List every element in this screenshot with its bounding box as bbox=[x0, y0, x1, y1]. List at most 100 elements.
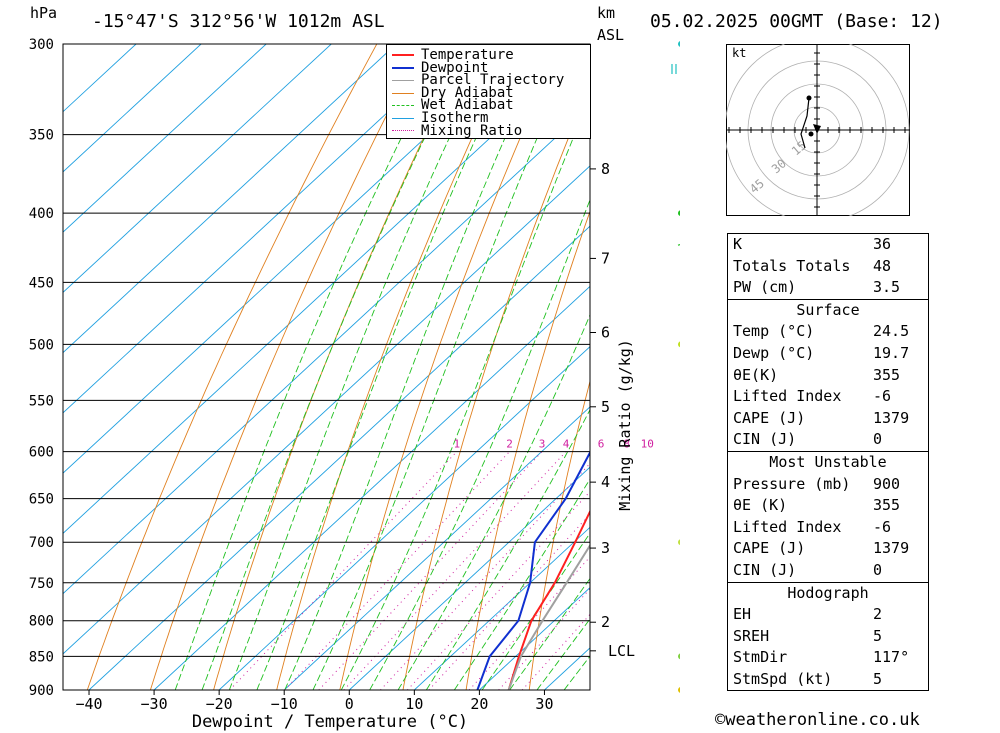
mixing-ratio-labels: 12346810152025 bbox=[453, 438, 680, 451]
legend-label: Parcel Trajectory bbox=[421, 72, 565, 89]
table-row-value: 355 bbox=[873, 365, 901, 384]
table-row-label: Lifted Index bbox=[733, 387, 842, 406]
table-row-value: 117° bbox=[873, 648, 910, 667]
pressure-tick-label: 650 bbox=[29, 492, 54, 508]
legend-item: Isotherm bbox=[387, 111, 590, 125]
table-row-value: 355 bbox=[873, 496, 901, 515]
km-tick-label: 7 bbox=[601, 249, 610, 267]
wet-adiabat-line bbox=[256, 44, 520, 690]
table-row-label: SREH bbox=[733, 626, 770, 645]
km-axis: 8 7 6 5 4 3 2 LCL bbox=[590, 160, 635, 660]
plot-frame bbox=[62, 43, 591, 691]
table-row-value: 0 bbox=[873, 560, 883, 579]
isotherm-line bbox=[63, 44, 397, 354]
wet-adiabat-line bbox=[509, 577, 590, 690]
km-tick-label: 4 bbox=[601, 473, 610, 491]
wet-adiabat-line bbox=[425, 408, 590, 690]
table-row: Pressure (mb) 900 bbox=[728, 474, 928, 496]
hodograph-storm-marker bbox=[813, 124, 821, 134]
table-row-label: Lifted Index bbox=[733, 517, 842, 536]
table-row-label: StmSpd (kt) bbox=[733, 669, 833, 688]
pressure-tick-label: 800 bbox=[29, 614, 54, 630]
mixing-ratio-label: 2 bbox=[506, 438, 513, 451]
hpa-label: hPa bbox=[30, 4, 58, 22]
mixing-ratio-label: 6 bbox=[598, 438, 605, 451]
table-row-value: 19.7 bbox=[873, 343, 910, 362]
hodograph-point bbox=[808, 131, 814, 137]
table-row-value: 900 bbox=[873, 474, 901, 493]
table-row-label: CIN (J) bbox=[733, 430, 797, 449]
wind-barb bbox=[671, 64, 677, 74]
legend-swatch bbox=[392, 105, 414, 107]
pressure-tick-label: 850 bbox=[29, 649, 54, 665]
mixing-ratio-label: 3 bbox=[539, 438, 546, 451]
wind-barbs bbox=[671, 41, 680, 693]
wind-barb bbox=[677, 243, 680, 246]
table-row-label: CAPE (J) bbox=[733, 539, 806, 558]
mixing-ratio-line bbox=[380, 462, 590, 690]
copyright: ©weatheronline.co.uk bbox=[715, 710, 920, 730]
isotherm-line bbox=[479, 586, 590, 690]
isotherm-line bbox=[153, 285, 590, 690]
dry-adiabat-line bbox=[402, 83, 590, 690]
table-row: CAPE (J) 1379 bbox=[728, 538, 928, 560]
table-row: Lifted Index -6 bbox=[728, 386, 928, 408]
indices-table: K 36 Totals Totals 48 PW (cm) 3.5 Surface Tem… bbox=[727, 233, 929, 692]
pressure-tick-label: 900 bbox=[29, 683, 54, 699]
table-row-label: CIN (J) bbox=[733, 560, 797, 579]
table-row-value: 1379 bbox=[873, 539, 910, 558]
table-row-label: K bbox=[733, 235, 743, 253]
most-unstable-title: Most Unstable bbox=[769, 452, 887, 471]
legend-item: Mixing Ratio bbox=[387, 124, 590, 137]
legend-item: Temperature bbox=[387, 47, 590, 63]
mixing-ratio-line bbox=[284, 451, 510, 690]
legend-swatch bbox=[392, 92, 414, 94]
background-lines bbox=[63, 44, 590, 690]
pressure-tick-label: 350 bbox=[29, 128, 54, 144]
wet-adiabat-line bbox=[312, 44, 579, 690]
x-axis-label: Dewpoint / Temperature (°C) bbox=[192, 712, 468, 732]
x-tick-label: 10 bbox=[405, 695, 423, 713]
pressure-tick-label: 550 bbox=[29, 393, 54, 409]
isotherm-line bbox=[218, 345, 590, 690]
wind-level-marker bbox=[678, 687, 680, 693]
table-row-label: Temp (°C) bbox=[733, 322, 815, 341]
series-parcel-trajectory bbox=[507, 543, 590, 690]
legend-label: Dry Adiabat bbox=[421, 84, 514, 101]
table-row-value: 2 bbox=[873, 605, 883, 624]
km-tick-label: 3 bbox=[601, 539, 610, 557]
pressure-tick-label: 400 bbox=[29, 206, 54, 222]
mixing-ratio-label: 15 bbox=[679, 438, 680, 451]
pressure-tick-label: 600 bbox=[29, 445, 54, 461]
legend-label: Temperature bbox=[421, 47, 514, 63]
table-row-value: 36 bbox=[873, 235, 892, 253]
x-tick-label: −40 bbox=[75, 695, 102, 713]
km-tick-label: 2 bbox=[601, 613, 610, 631]
asl-label: ASL bbox=[597, 26, 625, 44]
mixing-ratio-label: 10 bbox=[641, 438, 654, 451]
table-row-label: PW (cm) bbox=[733, 278, 797, 297]
isotherm-line bbox=[63, 44, 137, 113]
legend-item: Dewpoint bbox=[387, 61, 590, 74]
table-row-value: 5 bbox=[873, 669, 883, 688]
wet-adiabat-line bbox=[536, 618, 590, 690]
wet-adiabat-line bbox=[481, 532, 590, 690]
table-row: CAPE (J) 1379 bbox=[728, 408, 928, 430]
isotherm-line bbox=[63, 44, 590, 534]
legend-swatch bbox=[392, 117, 414, 119]
x-tick-label: −20 bbox=[206, 695, 233, 713]
table-row: Dewp (°C) 19.7 bbox=[728, 343, 928, 365]
table-row: K 36 bbox=[728, 234, 928, 256]
table-row-value: 24.5 bbox=[873, 322, 910, 341]
pressure-tick-label: 450 bbox=[29, 275, 54, 291]
table-row-label: Dewp (°C) bbox=[733, 343, 815, 362]
legend: Temperature Dewpoint Parcel Trajectory Dry … bbox=[386, 44, 591, 139]
wet-adiabat-line bbox=[369, 198, 590, 690]
mixing-ratio-line bbox=[407, 490, 590, 690]
pressure-tick-label: 500 bbox=[29, 337, 54, 353]
x-tick-label: 30 bbox=[535, 695, 553, 713]
table-row-value: 3.5 bbox=[873, 278, 901, 297]
profile-lines bbox=[476, 450, 590, 690]
km-tick-label: 6 bbox=[601, 323, 610, 341]
